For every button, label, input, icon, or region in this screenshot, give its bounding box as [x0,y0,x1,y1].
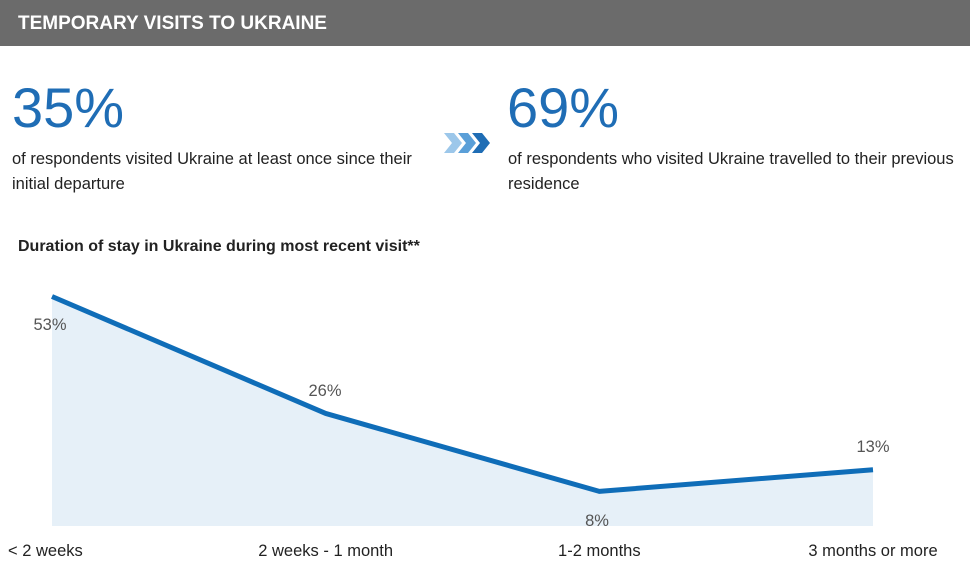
arrow-icon [444,133,490,153]
stat-text: of respondents who visited Ukraine trave… [508,150,954,193]
x-tick-label: 1-2 months [558,542,641,560]
area [52,296,873,526]
header-title: TEMPORARY VISITS TO UKRAINE [18,13,327,34]
data-label: 8% [585,512,609,530]
stat-value: 69% [507,76,620,139]
data-label: 26% [308,382,341,400]
x-tick-label: 3 months or more [808,542,937,560]
chart-title: Duration of stay in Ukraine during most … [18,238,420,255]
line [51,294,874,494]
stat-value: 35% [12,76,125,139]
x-tick-label: 2 weeks - 1 month [258,542,393,560]
header-bar: TEMPORARY VISITS TO UKRAINE [0,0,970,46]
x-tick-label: < 2 weeks [8,542,83,560]
stat-text: of respondents visited Ukraine at least … [12,150,412,193]
data-label: 53% [33,316,66,334]
data-label: 13% [856,438,889,456]
